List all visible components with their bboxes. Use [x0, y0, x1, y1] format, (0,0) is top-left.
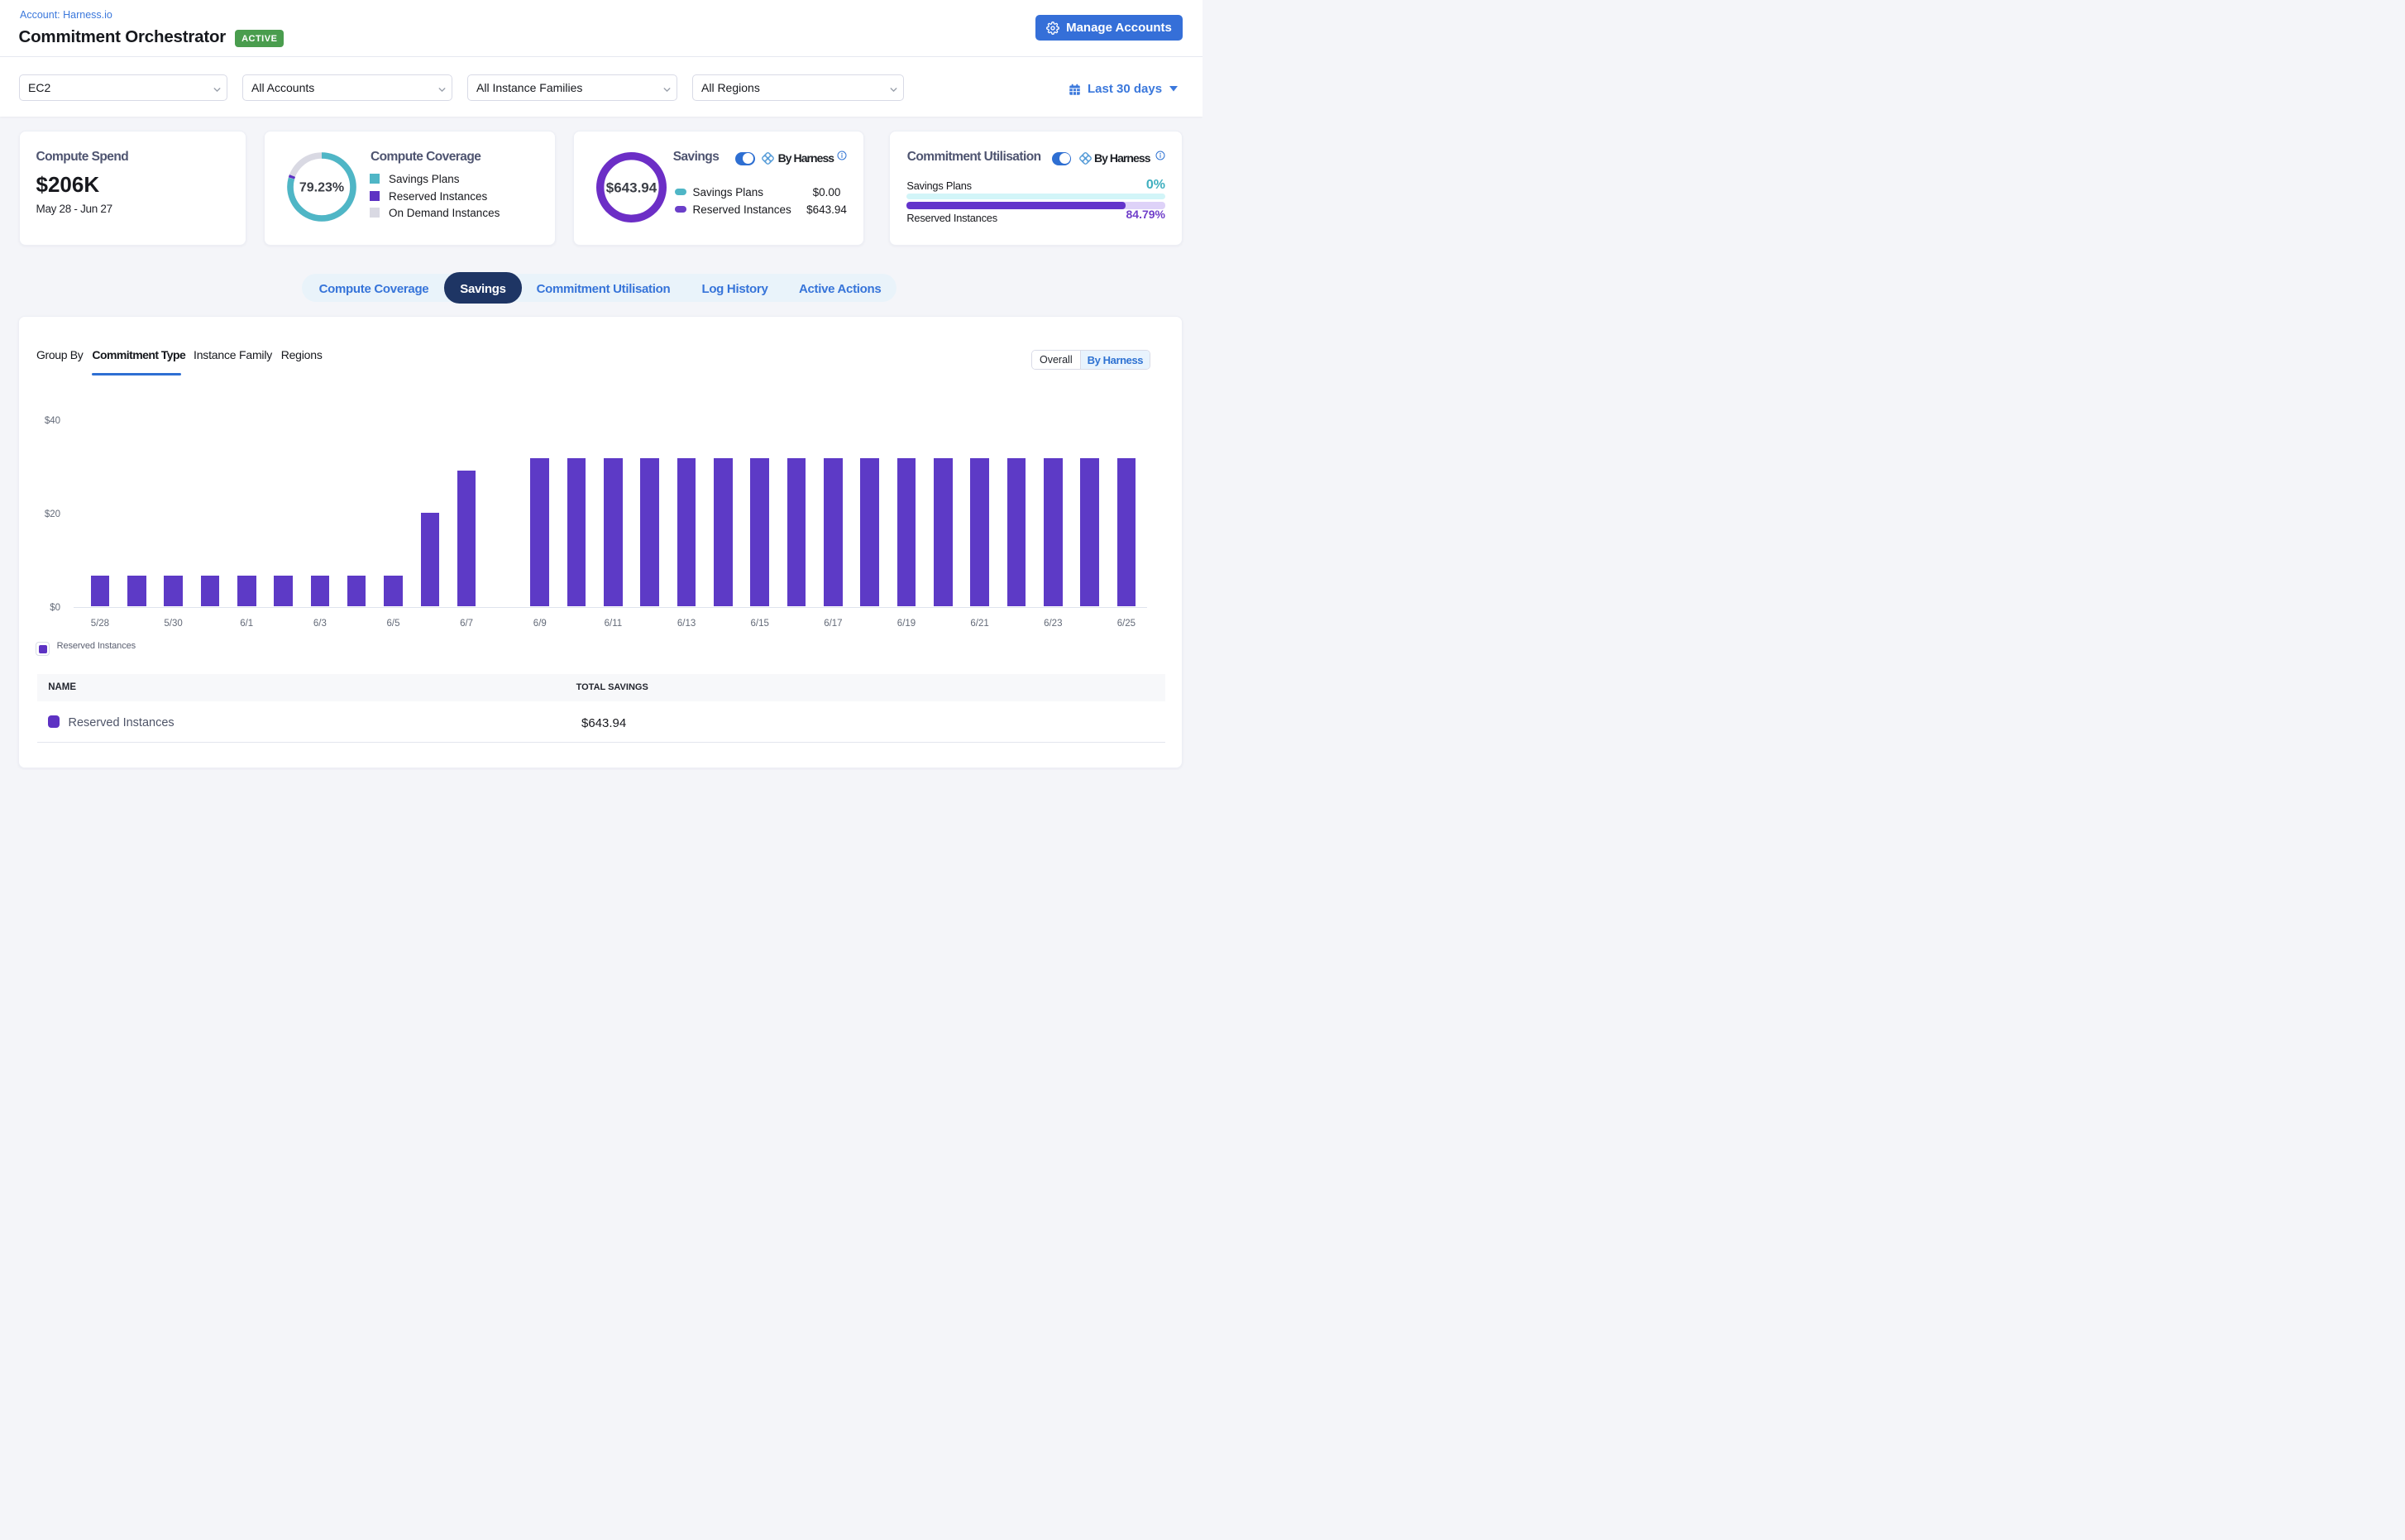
svg-text:$643.94: $643.94: [606, 179, 657, 195]
svg-text:79.23%: 79.23%: [299, 181, 344, 195]
